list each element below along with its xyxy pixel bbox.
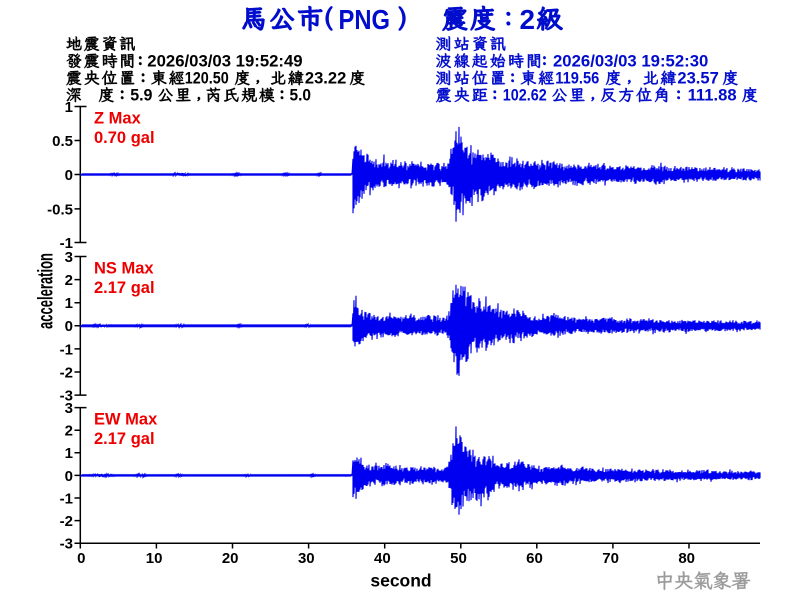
- svg-text:60: 60: [526, 550, 543, 567]
- svg-text:0: 0: [65, 167, 73, 184]
- svg-text:0: 0: [65, 318, 73, 335]
- svg-text:20: 20: [222, 550, 239, 567]
- svg-text:-1: -1: [60, 235, 73, 252]
- svg-text:111.88: 111.88: [688, 86, 737, 105]
- svg-text:-2: -2: [60, 513, 73, 530]
- svg-text:-2: -2: [60, 364, 73, 381]
- svg-text:5.0: 5.0: [290, 86, 312, 105]
- svg-text:102.62: 102.62: [503, 86, 547, 105]
- svg-text:2026/03/03 19:52:30: 2026/03/03 19:52:30: [553, 51, 708, 70]
- svg-text:1: 1: [65, 295, 73, 312]
- svg-text:30: 30: [298, 550, 315, 567]
- svg-text:120.50: 120.50: [185, 69, 229, 88]
- svg-text:80: 80: [678, 550, 695, 567]
- svg-text:-3: -3: [60, 536, 73, 553]
- svg-text:PNG: PNG: [339, 4, 391, 35]
- svg-text:40: 40: [374, 550, 391, 567]
- svg-text:0.5: 0.5: [52, 133, 73, 150]
- svg-text:70: 70: [602, 550, 619, 567]
- svg-text:EW Max: EW Max: [94, 411, 158, 429]
- svg-text:3: 3: [65, 400, 73, 417]
- svg-text:acceleration: acceleration: [34, 253, 58, 329]
- svg-text:2: 2: [65, 272, 73, 289]
- svg-text:3: 3: [65, 249, 73, 266]
- svg-text:2: 2: [65, 423, 73, 440]
- svg-text:0: 0: [77, 550, 85, 567]
- svg-text:1: 1: [65, 99, 73, 116]
- svg-text:-0.5: -0.5: [47, 201, 73, 218]
- svg-text:-1: -1: [60, 490, 73, 507]
- svg-text:1: 1: [65, 445, 73, 462]
- svg-text:2026/03/03 19:52:49: 2026/03/03 19:52:49: [147, 51, 302, 70]
- svg-text:NS Max: NS Max: [94, 259, 154, 277]
- svg-text:Z Max: Z Max: [94, 109, 142, 127]
- svg-text:2: 2: [520, 4, 536, 35]
- svg-text:23.57: 23.57: [677, 69, 718, 88]
- svg-text:-3: -3: [60, 388, 73, 405]
- svg-text:50: 50: [450, 550, 467, 567]
- svg-text:-1: -1: [60, 341, 73, 358]
- svg-text:23.22: 23.22: [305, 69, 346, 88]
- svg-text:10: 10: [146, 550, 163, 567]
- svg-text:119.56: 119.56: [555, 69, 599, 88]
- svg-text:2.17 gal: 2.17 gal: [94, 279, 155, 297]
- svg-text:second: second: [370, 570, 431, 590]
- svg-text:0.70 gal: 0.70 gal: [94, 129, 155, 147]
- svg-text:2.17 gal: 2.17 gal: [94, 430, 155, 448]
- svg-text:5.9: 5.9: [130, 86, 152, 105]
- svg-text:0: 0: [65, 468, 73, 485]
